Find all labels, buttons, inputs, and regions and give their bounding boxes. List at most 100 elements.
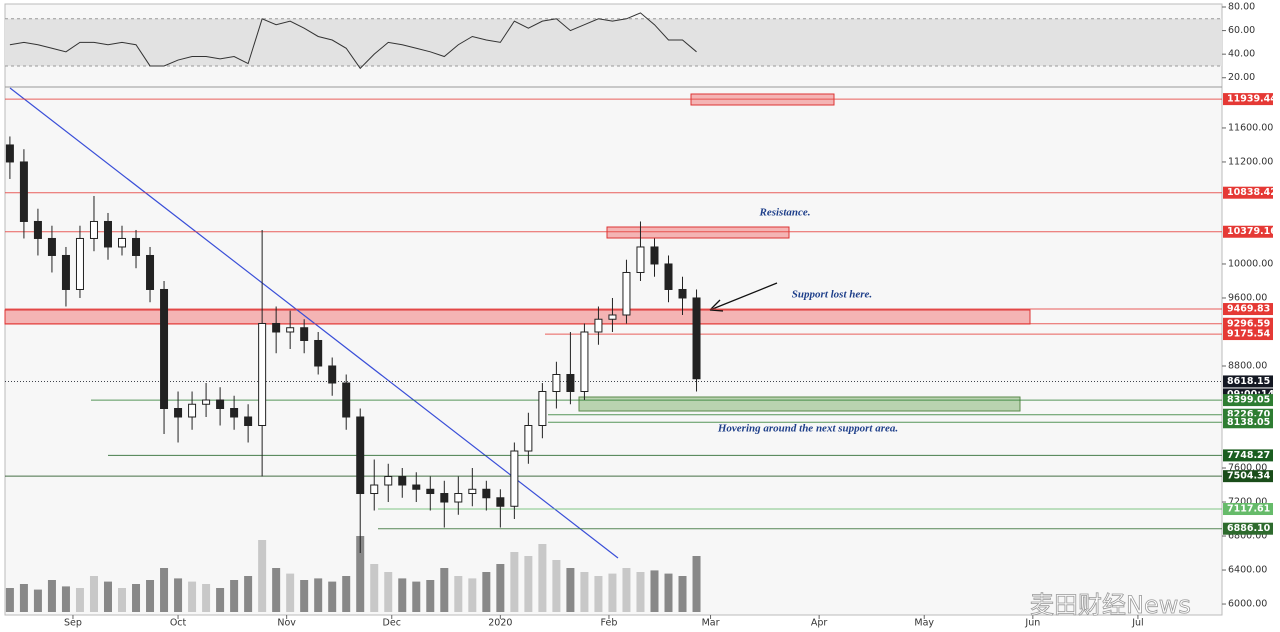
annotation: Hovering around the next support area. [717,423,898,435]
volume-bar [650,570,659,612]
candle-body [103,220,112,248]
volume-bar [47,580,56,612]
y-tick-label: 10000.00 [1228,258,1273,269]
level-label-bg [1223,470,1273,483]
level-label-bg [1223,503,1273,516]
x-tick-label: Apr [811,618,828,629]
volume-bar [692,556,701,612]
level-label-bg [1223,225,1273,238]
volume-bar [412,581,421,612]
level-label: 10379.16 [1227,226,1277,237]
candle-body [468,488,477,495]
candle-body [118,237,127,248]
volume-bar [664,573,673,612]
volume-bar [524,556,533,612]
candle-body [47,237,56,256]
volume-bar [454,576,463,612]
candle-body [328,365,337,384]
x-tick-label: Nov [277,618,296,629]
candle-body [132,237,141,256]
candle-body [174,408,183,418]
volume-bar [174,578,183,612]
level-label: 11939.44 [1227,94,1277,105]
annotation: Resistance. [758,207,810,219]
x-tick-label: Oct [170,618,187,629]
candle-body [216,399,225,410]
candle-body [314,339,323,367]
level-label: 8138.05 [1227,417,1270,428]
volume-bar [103,581,112,612]
candle-body [230,408,239,418]
candle-body [426,488,435,495]
candle-body [356,416,365,495]
volume-bar [398,578,407,612]
volume-bar [468,578,477,612]
candle-body [678,288,687,299]
volume-bar [202,584,211,612]
volume-bar [328,581,337,612]
rsi-tick-label: 20.00 [1228,72,1255,83]
candle-body [552,373,561,392]
x-tick-label: Feb [601,618,618,629]
candle-body [482,488,491,499]
volume-bar [356,536,365,612]
candle-body [244,416,253,427]
x-tick-label: Dec [383,618,401,629]
candle-body [5,144,14,163]
y-tick-label: 6800.00 [1228,531,1267,542]
candle-body [608,314,617,320]
candle-body [202,399,211,405]
volume-bar [75,588,84,612]
candle-body [258,322,267,427]
arrow-head [709,299,724,312]
candle-body [580,331,589,392]
volume-bar [510,552,519,612]
volume-bar [258,540,267,612]
candle-body [566,373,575,392]
volume-bar [622,568,631,612]
annotation: Support lost here. [792,289,872,301]
volume-bar [608,573,617,612]
volume-bar [300,580,309,612]
candle-body [594,318,603,333]
volume-bar [118,588,127,612]
volume-bar [244,576,253,612]
rsi-tick-label: 80.00 [1228,2,1255,13]
candle-body [272,322,281,333]
volume-bar [146,580,155,612]
candle-body [496,497,505,507]
volume-bar [566,568,575,612]
level-label-bg [1223,317,1273,330]
level-label: 7117.61 [1227,504,1270,515]
volume-bar [482,572,491,612]
candle-body [61,254,70,290]
volume-bar [33,589,42,612]
y-tick-label: 6000.00 [1228,599,1267,610]
volume-bar [19,584,28,612]
y-tick-label: 8800.00 [1228,360,1267,371]
volume-bar [89,576,98,612]
x-tick-label: Jul [1131,618,1143,629]
level-label-bg [1223,394,1273,407]
volume-bar [286,573,295,612]
volume-bar [5,588,14,612]
candle-body [188,403,197,418]
volume-bar [580,572,589,612]
candle-body [622,271,631,316]
arrow [709,282,778,311]
candle-body [146,254,155,290]
y-tick-label: 9600.00 [1228,292,1267,303]
candle-body [342,382,351,418]
candle-body [510,450,519,507]
x-tick-label: May [914,618,934,629]
candle-body [160,288,169,410]
level-label-bg [1223,375,1273,388]
candle-body [89,220,98,239]
volume-bar [552,560,561,612]
level-label: 7504.34 [1227,471,1271,482]
candle-body [440,493,449,503]
level-label: 8399.05 [1227,395,1270,406]
level-label-bg [1223,186,1273,199]
candle-body [286,327,295,333]
